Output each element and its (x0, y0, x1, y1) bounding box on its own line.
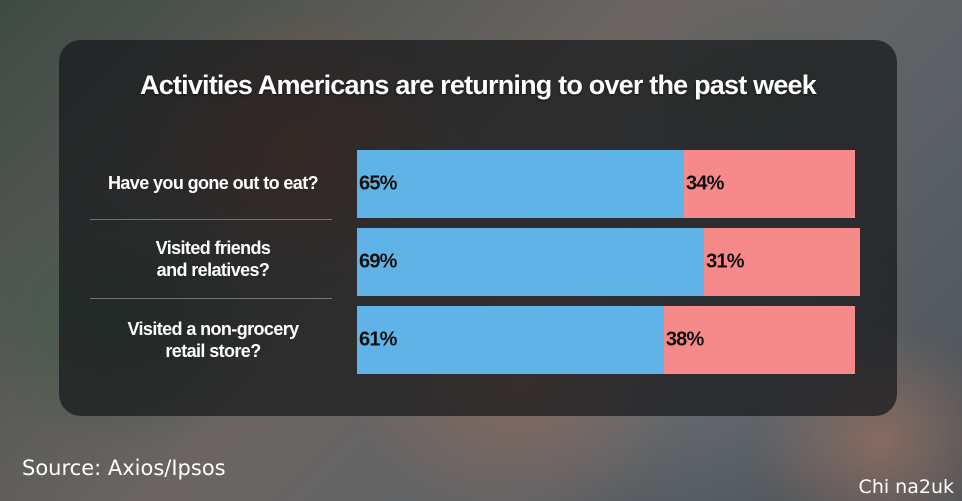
bar-no-label: 38% (665, 328, 704, 351)
bar-no-label: 34% (685, 172, 724, 195)
bar-no: 31% (704, 228, 860, 296)
bar-yes-label: 65% (359, 172, 397, 195)
category-label: Have you gone out to eat? (107, 173, 319, 193)
bar-yes-label: 61% (359, 328, 397, 351)
category-label: Visited a non-grocery retail store? (82, 318, 344, 362)
bar-no: 38% (663, 306, 855, 374)
bar-yes: 65% (357, 150, 684, 218)
chart-title: Activities Americans are returning to ov… (140, 70, 817, 100)
bar-row: 65% 34% (357, 150, 855, 218)
bar-row: 61% 38% (357, 306, 855, 374)
row-divider (90, 219, 332, 220)
bar-yes: 69% (357, 228, 705, 296)
category-label-line: retail store? (165, 341, 261, 361)
category-label: Visited friends and relatives? (82, 237, 344, 281)
row-divider (90, 298, 332, 299)
category-label-line: and relatives? (156, 260, 270, 280)
bar-yes-label: 69% (359, 250, 397, 273)
source-note: Source: Axios/Ipsos (22, 456, 226, 480)
bar-yes: 61% (357, 306, 664, 374)
category-label-line: Visited friends (155, 238, 271, 258)
watermark: Chi na2uk (858, 476, 954, 498)
bar-no-label: 31% (706, 250, 744, 273)
bar-row: 69% 31% (357, 228, 860, 296)
category-label-line: Visited a non-grocery (127, 319, 299, 339)
bar-no: 34% (683, 150, 855, 218)
